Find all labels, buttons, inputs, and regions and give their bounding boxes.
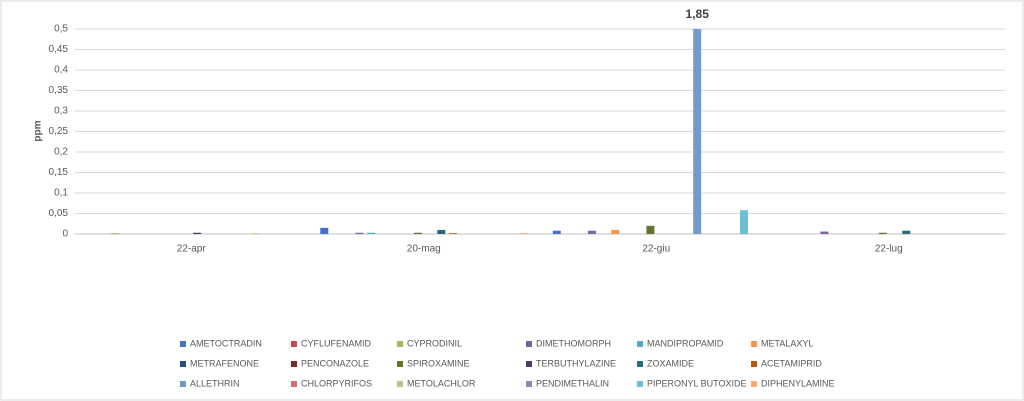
y-tick-label: 0,05 [49, 208, 69, 219]
y-tick-label: 0,5 [54, 24, 68, 35]
legend-swatch [637, 341, 643, 347]
legend-swatch [637, 381, 643, 387]
bar [367, 232, 376, 234]
legend-label: METRAFENONE [190, 358, 259, 368]
legend-label: ACETAMIPRID [761, 358, 822, 368]
y-tick-label: 0,1 [54, 188, 68, 199]
y-tick-label: 0,45 [49, 44, 69, 55]
x-tick-label: 22-giu [642, 244, 670, 255]
legend-swatch [180, 381, 186, 387]
legend-swatch [526, 381, 532, 387]
legend-swatch [180, 361, 186, 367]
y-tick-label: 0 [62, 229, 68, 240]
legend-label: PENCONAZOLE [301, 358, 369, 368]
bar [437, 229, 446, 234]
legend-label: CHLORPYRIFOS [301, 378, 372, 388]
y-tick-label: 0,4 [54, 65, 68, 76]
y-axis-label: ppm [33, 120, 44, 141]
legend-swatch [526, 361, 532, 367]
legend-label: METOLACHLOR [407, 378, 476, 388]
legend-label: DIPHENYLAMINE [761, 378, 835, 388]
legend-swatch [751, 361, 757, 367]
bar [193, 232, 202, 234]
legend-swatch [751, 381, 757, 387]
legend-label: ALLETHRIN [190, 378, 240, 388]
legend-label: DIMETHOMORPH [536, 338, 611, 348]
bar [320, 227, 329, 234]
bar [519, 233, 528, 234]
legend-label: PIPERONYL BUTOXIDE [647, 378, 747, 388]
bar [251, 233, 260, 234]
legend-swatch [397, 341, 403, 347]
y-tick-label: 0,2 [54, 147, 68, 158]
bar [111, 233, 120, 234]
legend-swatch [751, 341, 757, 347]
y-tick-label: 0,25 [49, 126, 69, 137]
bar [902, 230, 911, 234]
legend-label: ZOXAMIDE [647, 358, 694, 368]
legend-swatch [180, 341, 186, 347]
bar [552, 230, 561, 234]
legend-swatch [291, 341, 297, 347]
bar [646, 225, 655, 234]
legend-swatch [526, 341, 532, 347]
y-tick-label: 0,15 [49, 167, 69, 178]
bar [878, 232, 887, 234]
legend-swatch [637, 361, 643, 367]
legend-label: AMETOCTRADIN [190, 338, 262, 348]
legend-label: METALAXYL [761, 338, 813, 348]
bar [611, 229, 620, 234]
x-tick-label: 20-mag [407, 244, 441, 255]
legend-label: CYPRODINIL [407, 338, 462, 348]
legend-label: TERBUTHYLAZINE [536, 358, 616, 368]
legend-label: SPIROXAMINE [407, 358, 470, 368]
y-tick-label: 0,35 [49, 85, 69, 96]
legend-label: PENDIMETHALIN [536, 378, 609, 388]
bar [449, 233, 457, 234]
bar [413, 232, 422, 234]
legend-label: CYFLUFENAMID [301, 338, 372, 348]
legend-swatch [291, 361, 297, 367]
data-label: 1,85 [686, 7, 710, 21]
legend-swatch [291, 381, 297, 387]
legend-label: MANDIPROPAMID [647, 338, 724, 348]
legend-swatch [397, 361, 403, 367]
bar [355, 232, 364, 234]
bar [740, 210, 748, 234]
bar [820, 231, 829, 234]
x-tick-label: 22-apr [177, 244, 207, 255]
bar [587, 230, 596, 234]
legend-swatch [397, 381, 403, 387]
y-tick-label: 0,3 [54, 106, 68, 117]
bar [693, 29, 702, 234]
x-tick-label: 22-lug [875, 244, 903, 255]
